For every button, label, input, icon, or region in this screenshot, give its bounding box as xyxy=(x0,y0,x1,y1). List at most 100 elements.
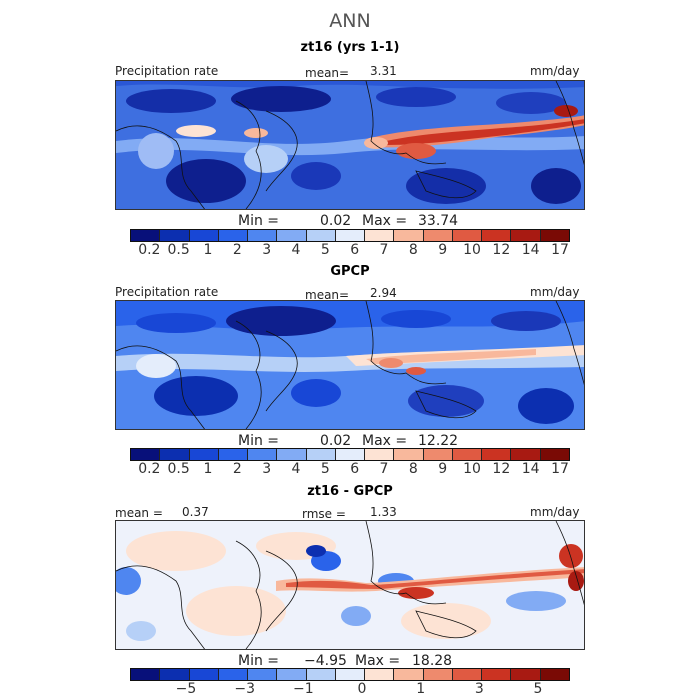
colorbar-tick-label: 17 xyxy=(551,242,569,258)
colorbar-swatch xyxy=(131,230,161,241)
colorbar-swatch xyxy=(160,669,190,680)
colorbar-swatch xyxy=(335,669,366,680)
colorbar-tick-label: 0.2 xyxy=(138,242,161,258)
panel-diff-min-value: −4.95 xyxy=(304,653,347,669)
panel-model-max-label: Max = xyxy=(362,213,408,229)
panel-model-mean-label: mean= xyxy=(305,66,350,80)
panel-obs-map xyxy=(115,300,585,430)
panel-model-title: zt16 (yrs 1-1) xyxy=(300,40,400,55)
colorbar-swatch xyxy=(452,230,483,241)
panel-model-variable-label: Precipitation rate xyxy=(115,64,219,78)
panel-model-colorbar-ticks: 0.2 0.5 1 2 3 4 5 6 7 8 9 10 12 14 17 xyxy=(130,242,570,258)
colorbar-swatch xyxy=(540,449,569,460)
colorbar-swatch xyxy=(365,230,395,241)
colorbar-tick-label: 1 xyxy=(203,242,213,258)
colorbar-swatch xyxy=(482,669,512,680)
panel-model-min-value: 0.02 xyxy=(320,213,352,229)
colorbar-tick-label: 5 xyxy=(320,242,330,258)
colorbar-swatch xyxy=(511,669,541,680)
colorbar-swatch xyxy=(511,449,541,460)
colorbar-tick-label: −5 xyxy=(175,681,197,697)
colorbar-swatch xyxy=(277,449,307,460)
colorbar-tick-label: 3 xyxy=(474,681,484,697)
colorbar-tick-label: 1 xyxy=(203,461,213,477)
panel-model-max-value: 33.74 xyxy=(418,213,459,229)
colorbar-swatch xyxy=(482,230,512,241)
panel-diff-colorbar-ticks: −5 −3 −1 0 1 3 5 xyxy=(130,681,570,697)
colorbar-swatch xyxy=(394,230,424,241)
colorbar-swatch xyxy=(335,230,366,241)
colorbar-swatch xyxy=(189,669,219,680)
panel-diff-rmse-label: rmse = xyxy=(302,507,346,521)
colorbar-tick-label: 14 xyxy=(521,242,540,258)
panel-obs-variable-label: Precipitation rate xyxy=(115,285,219,299)
panel-diff-colorbar xyxy=(130,668,570,681)
panel-diff-rmse-value: 1.33 xyxy=(370,505,397,519)
colorbar-tick-label: 3 xyxy=(262,461,272,477)
colorbar-tick-label: 14 xyxy=(521,461,540,477)
colorbar-swatch xyxy=(189,230,219,241)
colorbar-tick-label: 8 xyxy=(408,242,418,258)
panel-diff-units: mm/day xyxy=(530,505,580,519)
colorbar-tick-label: 0 xyxy=(357,681,367,697)
colorbar-tick-label: 6 xyxy=(350,461,360,477)
panel-diff-min-label: Min = xyxy=(238,653,280,669)
colorbar-tick-label: 1 xyxy=(416,681,426,697)
colorbar-tick-label: 3 xyxy=(262,242,272,258)
colorbar-tick-label: 10 xyxy=(463,461,481,477)
panel-obs-mean-value: 2.94 xyxy=(370,286,397,300)
colorbar-swatch xyxy=(365,449,395,460)
colorbar-swatch xyxy=(423,449,453,460)
colorbar-swatch xyxy=(189,449,219,460)
panel-model-min-label: Min = xyxy=(238,213,280,229)
colorbar-tick-label: 9 xyxy=(438,461,448,477)
colorbar-tick-label: −1 xyxy=(293,681,314,697)
colorbar-swatch xyxy=(248,669,278,680)
panel-model-mean-value: 3.31 xyxy=(370,64,397,78)
colorbar-tick-label: 0.5 xyxy=(167,461,190,477)
colorbar-tick-label: 17 xyxy=(551,461,569,477)
panel-diff-mean-label: mean = xyxy=(115,506,163,520)
colorbar-swatch xyxy=(218,449,249,460)
panel-diff-title: zt16 - GPCP xyxy=(307,484,393,499)
colorbar-swatch xyxy=(306,230,336,241)
figure-title: ANN xyxy=(329,10,371,32)
colorbar-swatch xyxy=(540,669,569,680)
panel-diff-mean-value: 0.37 xyxy=(182,505,209,519)
colorbar-tick-label: −3 xyxy=(234,681,255,697)
panel-obs-min-label: Min = xyxy=(238,433,280,449)
colorbar-tick-label: 6 xyxy=(350,242,360,258)
colorbar-tick-label: 9 xyxy=(438,242,448,258)
panel-diff-map xyxy=(115,520,585,650)
panel-obs-colorbar-ticks: 0.2 0.5 1 2 3 4 5 6 7 8 9 10 12 14 17 xyxy=(130,461,570,477)
panel-obs-units: mm/day xyxy=(530,285,580,299)
colorbar-swatch xyxy=(160,449,190,460)
colorbar-tick-label: 7 xyxy=(379,242,389,258)
colorbar-tick-label: 4 xyxy=(291,242,301,258)
colorbar-swatch xyxy=(306,449,336,460)
panel-obs-max-label: Max = xyxy=(362,433,408,449)
colorbar-swatch xyxy=(423,230,453,241)
colorbar-tick-label: 4 xyxy=(291,461,301,477)
colorbar-swatch xyxy=(452,669,483,680)
colorbar-swatch xyxy=(511,230,541,241)
colorbar-tick-label: 5 xyxy=(533,681,543,697)
colorbar-tick-label: 10 xyxy=(463,242,481,258)
colorbar-swatch xyxy=(423,669,453,680)
colorbar-swatch xyxy=(394,449,424,460)
panel-obs-mean-label: mean= xyxy=(305,288,350,302)
colorbar-tick-label: 12 xyxy=(492,461,511,477)
colorbar-swatch xyxy=(160,230,190,241)
colorbar-swatch xyxy=(306,669,336,680)
colorbar-swatch xyxy=(335,449,366,460)
panel-obs-colorbar xyxy=(130,448,570,461)
panel-model-map xyxy=(115,80,585,210)
colorbar-swatch xyxy=(218,230,249,241)
panel-obs-title: GPCP xyxy=(330,264,370,279)
colorbar-tick-label: 2 xyxy=(232,461,242,477)
colorbar-tick-label: 12 xyxy=(492,242,511,258)
colorbar-tick-label: 7 xyxy=(379,461,389,477)
colorbar-tick-label: 8 xyxy=(408,461,418,477)
colorbar-swatch xyxy=(540,230,569,241)
colorbar-swatch xyxy=(365,669,395,680)
